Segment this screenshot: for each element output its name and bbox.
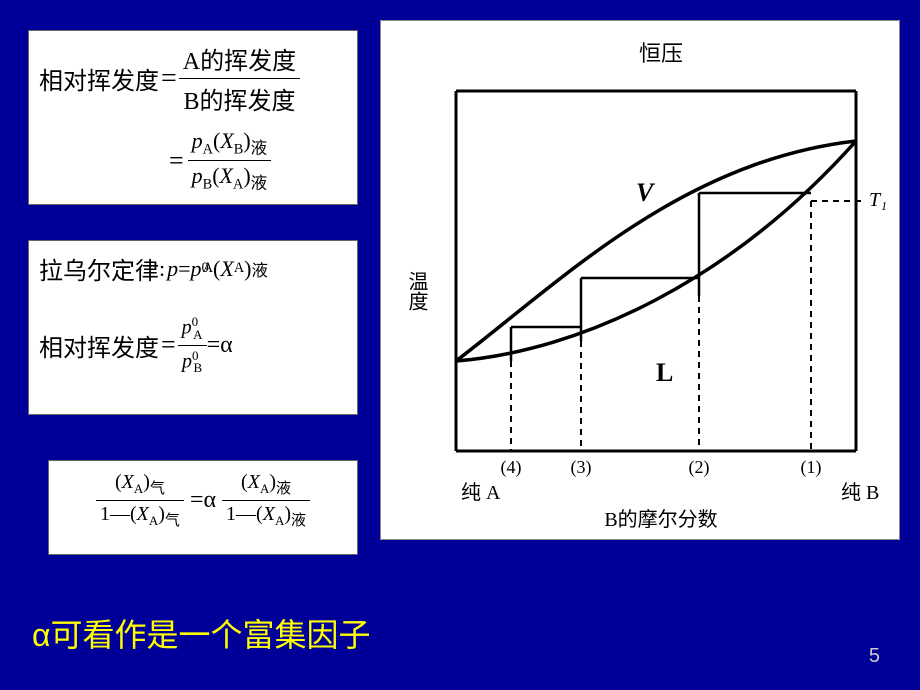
eq3-line: (XA)气 1—(XA)气 =α (XA)液 1—(XA)液 xyxy=(59,471,347,530)
diagram-ylabel: 温度 xyxy=(405,271,428,311)
label-V: V xyxy=(636,178,656,207)
diagram-title: 恒压 xyxy=(639,41,683,66)
tick-2: (2) xyxy=(689,457,710,478)
eq1-frac1-num: A的挥发度 xyxy=(179,41,300,79)
label-pure-B: 纯 B xyxy=(841,481,879,504)
eq2-line2: 相对挥发度 = p0A p0B =α xyxy=(39,314,347,376)
eq1-line1: 相对挥发度 = A的挥发度 B的挥发度 xyxy=(39,41,347,116)
formula-box-relative-volatility: 相对挥发度 = A的挥发度 B的挥发度 = pA(XB)液 pB(XA)液 xyxy=(28,30,358,205)
eq1-lhs: 相对挥发度 xyxy=(39,61,159,96)
formula-box-alpha-ratio: (XA)气 1—(XA)气 =α (XA)液 1—(XA)液 xyxy=(48,460,358,555)
diagram-xlabel: B的摩尔分数 xyxy=(604,508,717,531)
eq1-frac1-den: B的挥发度 xyxy=(179,79,300,116)
eq2-line1: 拉乌尔定律: p = p0A (XA)液 xyxy=(39,251,347,286)
label-pure-A: 纯 A xyxy=(461,481,501,504)
tick-3: (3) xyxy=(571,457,592,478)
bottom-caption: α可看作是一个富集因子 xyxy=(32,610,371,656)
tick-4: (4) xyxy=(501,457,522,478)
eq1-line2: = pA(XB)液 pB(XA)液 xyxy=(169,128,347,194)
label-T1: T₁ xyxy=(869,189,887,211)
page-number: 5 xyxy=(869,645,880,668)
label-L: L xyxy=(656,358,673,387)
phase-diagram-svg: 恒压 温度 V L T₁ (4) (3) (2) (1) 纯 A 纯 xyxy=(381,21,901,541)
phase-diagram: 恒压 温度 V L T₁ (4) (3) (2) (1) 纯 A 纯 xyxy=(380,20,900,540)
tick-1: (1) xyxy=(801,457,822,478)
formula-box-raoult: 拉乌尔定律: p = p0A (XA)液 相对挥发度 = p0A p0B =α xyxy=(28,240,358,415)
